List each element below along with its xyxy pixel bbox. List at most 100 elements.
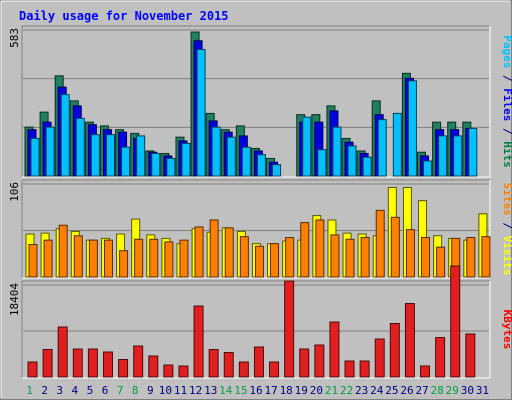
day-label-13: 13 <box>204 384 217 397</box>
bar-pages-day-24 <box>377 119 387 177</box>
axis-legend-pages-files-hits: Pages / Files / Hits <box>501 35 512 168</box>
panel-visits-sites: 106 Sites / Visits <box>8 179 512 279</box>
bar-kbytes-day-4 <box>72 348 83 378</box>
bar-sites-day-25 <box>390 216 400 278</box>
day-label-1: 1 <box>26 384 33 397</box>
bar-sites-day-10 <box>164 241 174 278</box>
bar-pages-day-5 <box>90 134 100 177</box>
bar-kbytes-day-29 <box>450 265 461 378</box>
bar-kbytes-day-3 <box>57 326 68 378</box>
day-label-5: 5 <box>87 384 94 397</box>
axis-legend-kbytes: KBytes <box>501 310 512 350</box>
bar-sites-day-9 <box>149 238 159 278</box>
bar-kbytes-day-16 <box>253 346 264 378</box>
bar-kbytes-day-20 <box>314 344 325 378</box>
bar-kbytes-day-1 <box>27 361 38 378</box>
day-label-4: 4 <box>72 384 79 397</box>
legend-sites: Sites <box>501 183 512 216</box>
bar-kbytes-day-14 <box>223 352 234 378</box>
bar-sites-day-11 <box>179 239 189 278</box>
bar-kbytes-day-30 <box>465 333 476 378</box>
bar-sites-day-19 <box>300 222 310 278</box>
bar-kbytes-day-10 <box>163 364 174 378</box>
legend-hits: Hits <box>501 141 512 168</box>
bar-kbytes-day-17 <box>269 361 280 378</box>
bar-pages-day-3 <box>60 94 70 177</box>
bar-pages-day-19 <box>302 116 312 177</box>
bar-pages-day-8 <box>136 135 146 177</box>
day-label-27: 27 <box>415 384 428 397</box>
ymax-label: 106 <box>8 182 21 202</box>
bar-pages-day-12 <box>196 49 206 177</box>
bar-pages-day-10 <box>166 157 176 177</box>
chart-title: Daily usage for November 2015 <box>19 9 229 23</box>
day-label-8: 8 <box>132 384 139 397</box>
bar-kbytes-day-19 <box>299 348 310 378</box>
day-label-18: 18 <box>280 384 293 397</box>
legend-/: / <box>501 216 512 236</box>
day-label-19: 19 <box>295 384 308 397</box>
bar-kbytes-day-13 <box>208 349 219 378</box>
axis-legend-visits-sites: Sites / Visits <box>501 183 512 276</box>
bar-pages-day-28 <box>438 135 448 177</box>
legend-files: Files <box>501 88 512 121</box>
bar-kbytes-day-21 <box>329 321 340 378</box>
day-label-30: 30 <box>461 384 474 397</box>
bar-pages-day-15 <box>241 146 251 177</box>
bar-sites-day-2 <box>43 239 53 278</box>
bar-pages-day-1 <box>30 137 40 177</box>
bar-sites-day-13 <box>209 219 219 278</box>
bar-sites-day-23 <box>360 237 370 278</box>
day-label-17: 17 <box>264 384 277 397</box>
bar-pages-day-22 <box>347 145 357 177</box>
bar-kbytes-day-6 <box>102 351 113 378</box>
bar-kbytes-day-5 <box>87 348 98 378</box>
bar-pages-day-7 <box>121 146 131 177</box>
panel-kbytes: 18404 KBytes <box>8 265 512 379</box>
bar-pages-day-17 <box>272 164 282 177</box>
legend-/: / <box>501 121 512 141</box>
day-label-6: 6 <box>102 384 109 397</box>
bar-sites-day-22 <box>345 238 355 278</box>
bar-pages-day-25 <box>392 112 402 177</box>
bar-kbytes-day-2 <box>42 349 53 378</box>
bar-sites-day-30 <box>466 237 476 278</box>
legend-visits: Visits <box>501 236 512 276</box>
bar-kbytes-day-12 <box>193 305 204 378</box>
bar-pages-day-27 <box>423 160 433 177</box>
bar-pages-day-9 <box>151 152 161 177</box>
bar-kbytes-day-7 <box>118 359 129 378</box>
day-label-31: 31 <box>476 384 489 397</box>
bar-kbytes-day-27 <box>420 365 431 378</box>
bar-pages-day-2 <box>45 126 55 177</box>
bar-pages-day-11 <box>181 142 191 177</box>
bar-pages-day-4 <box>75 117 85 177</box>
bar-pages-day-26 <box>407 80 417 177</box>
bar-sites-day-17 <box>270 243 280 278</box>
bar-sites-day-8 <box>134 238 144 278</box>
bar-pages-day-21 <box>332 126 342 177</box>
day-label-25: 25 <box>385 384 398 397</box>
bar-kbytes-day-25 <box>389 323 400 378</box>
bar-sites-day-12 <box>194 226 204 278</box>
day-label-21: 21 <box>325 384 338 397</box>
day-label-14: 14 <box>219 384 233 397</box>
bar-pages-day-14 <box>226 136 236 177</box>
bar-sites-day-5 <box>88 239 98 278</box>
bar-kbytes-day-26 <box>404 303 415 378</box>
bar-kbytes-day-11 <box>178 365 189 378</box>
day-label-16: 16 <box>249 384 262 397</box>
bar-pages-day-23 <box>362 156 372 177</box>
bar-kbytes-day-24 <box>374 338 385 378</box>
bar-sites-day-28 <box>436 246 446 278</box>
bar-sites-day-18 <box>285 237 295 278</box>
bar-sites-day-20 <box>315 219 325 278</box>
legend-/: / <box>501 68 512 88</box>
day-label-11: 11 <box>174 384 187 397</box>
bar-sites-day-15 <box>239 236 249 278</box>
day-label-3: 3 <box>56 384 63 397</box>
day-label-24: 24 <box>370 384 384 397</box>
bar-kbytes-day-8 <box>133 345 144 378</box>
panel-pages-files-hits: 583 Pages / Files / Hits <box>8 25 512 178</box>
